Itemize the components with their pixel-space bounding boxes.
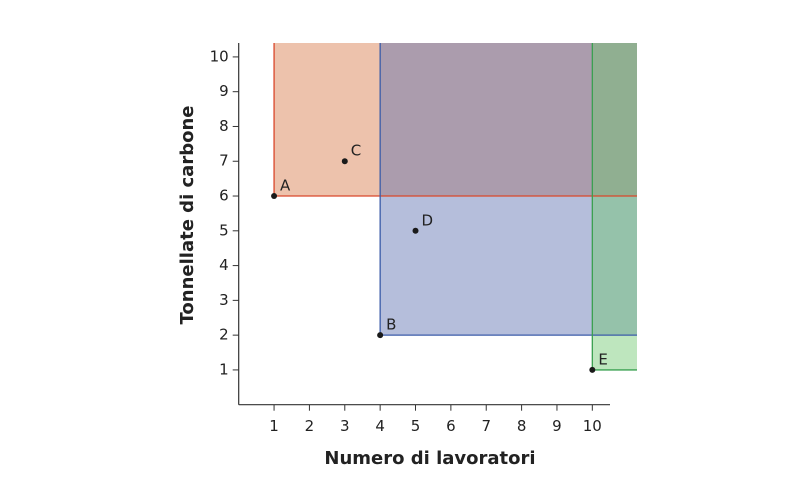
y-tick-label: 7: [219, 152, 229, 170]
x-tick-label: 6: [446, 417, 456, 435]
point-label: D: [422, 211, 434, 229]
x-tick-label: 8: [517, 417, 527, 435]
y-tick-label: 1: [219, 360, 229, 378]
point-label: A: [280, 177, 291, 195]
x-tick-label: 3: [340, 417, 350, 435]
x-tick-label: 10: [583, 417, 602, 435]
point-label: E: [598, 350, 607, 368]
point: [271, 193, 278, 200]
y-tick-label: 6: [219, 187, 229, 205]
x-tick-label: 4: [375, 417, 385, 435]
region: [380, 43, 637, 336]
x-tick-label: 5: [411, 417, 421, 435]
region: [274, 43, 637, 197]
region: [592, 43, 637, 370]
y-tick-label: 9: [219, 82, 229, 100]
y-tick-label: 3: [219, 291, 229, 309]
point: [377, 332, 384, 339]
y-tick-label: 8: [219, 117, 229, 135]
point: [341, 158, 348, 165]
y-tick-label: 10: [210, 47, 229, 65]
x-tick-label: 7: [481, 417, 491, 435]
point-label: B: [386, 316, 396, 334]
x-tick-label: 2: [305, 417, 315, 435]
point: [412, 227, 419, 234]
y-tick-label: 4: [219, 256, 229, 274]
y-tick-label: 2: [219, 326, 229, 344]
x-tick-label: 1: [269, 417, 279, 435]
y-tick-label: 5: [219, 221, 229, 239]
x-axis-title: Numero di lavoratori: [324, 448, 535, 469]
point-label: C: [351, 142, 361, 160]
x-tick-label: 9: [552, 417, 562, 435]
y-axis-title: Tonnellate di carbone: [177, 106, 198, 325]
point: [589, 366, 596, 373]
